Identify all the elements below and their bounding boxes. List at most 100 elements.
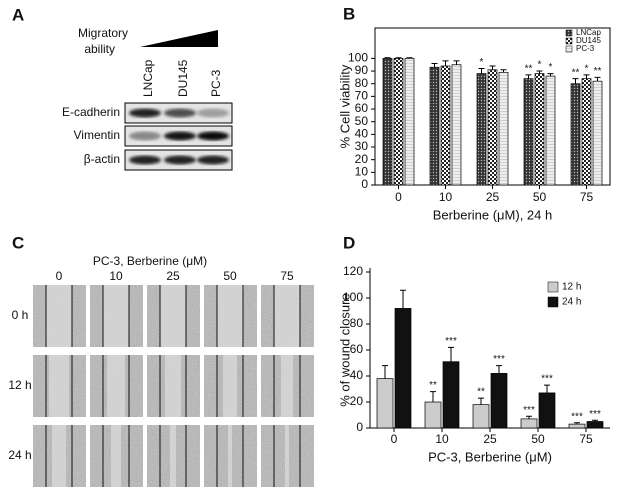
error-bar [525, 74, 532, 79]
wound-gap [46, 285, 72, 347]
x-tick-label: 10 [435, 432, 449, 446]
legend-swatch [565, 45, 573, 53]
y-tick-label: 100 [348, 51, 368, 65]
x-axis-title: PC-3, Berberine (μM) [428, 449, 552, 464]
bar [581, 78, 592, 186]
bar [568, 423, 586, 429]
bar [545, 75, 556, 186]
significance: *** [571, 411, 583, 422]
error-bar [395, 57, 402, 59]
lane-label: LNCap [141, 59, 155, 97]
error-bar [496, 365, 502, 374]
significance: *** [589, 409, 601, 420]
bar [498, 71, 509, 186]
band [197, 108, 229, 118]
error-bar [547, 73, 554, 77]
error-bar [430, 391, 436, 402]
wound-gap [52, 425, 66, 487]
wound-gap [228, 425, 232, 487]
y-tick-label: 80 [355, 76, 369, 90]
y-tick-label: 0 [361, 177, 368, 191]
bar [570, 83, 581, 186]
row-label: 12 h [8, 378, 31, 392]
wound-gap [111, 425, 121, 487]
band [197, 155, 229, 165]
bar [424, 401, 442, 429]
legend-swatch [547, 296, 559, 308]
x-tick-label: 0 [391, 432, 398, 446]
bar [440, 65, 451, 186]
bar [538, 392, 556, 429]
y-tick-label: 80 [350, 316, 364, 330]
bar [592, 80, 603, 186]
y-tick-label: 40 [350, 368, 364, 382]
bar [394, 308, 412, 429]
bar [376, 378, 394, 429]
error-bar [384, 57, 391, 59]
y-tick-label: 10 [355, 165, 369, 179]
error-bar [382, 365, 388, 379]
y-axis-title: % Cell viability [337, 64, 352, 148]
error-bar [478, 68, 485, 74]
significance: *** [493, 354, 505, 365]
legend-swatch [565, 37, 573, 45]
panel-label: B [343, 4, 355, 23]
bar [476, 73, 487, 186]
y-tick-label: 0 [356, 420, 363, 434]
band [164, 155, 196, 165]
error-bar [406, 57, 413, 59]
y-tick-label: 60 [355, 101, 369, 115]
column-label: 50 [223, 269, 237, 283]
y-tick-label: 20 [355, 152, 369, 166]
x-tick-label: 0 [395, 190, 402, 204]
band [129, 155, 161, 165]
row-label: β-actin [84, 152, 120, 166]
x-tick-label: 10 [439, 190, 453, 204]
significance: ** [594, 66, 602, 77]
bar [520, 418, 538, 429]
x-axis-title: Berberine (μM), 24 h [433, 207, 552, 222]
error-bar [594, 76, 601, 82]
x-tick-label: 25 [486, 190, 500, 204]
y-tick-label: 120 [343, 264, 363, 278]
significance: *** [445, 336, 457, 347]
bar [442, 361, 460, 429]
significance: * [538, 60, 542, 71]
legend-label: 24 h [562, 297, 581, 308]
bar [487, 69, 498, 186]
legend-label: LNCap [576, 28, 601, 37]
legend-label: PC-3 [576, 44, 595, 53]
error-bar [400, 289, 406, 309]
x-tick-label: 50 [533, 190, 547, 204]
wound-gap [160, 285, 186, 347]
panel-label: C [12, 233, 24, 252]
error-bar [489, 65, 496, 70]
error-bar [442, 60, 449, 66]
error-bar [526, 415, 532, 419]
lane-label: PC-3 [209, 69, 223, 97]
x-tick-label: 75 [580, 190, 594, 204]
bar [534, 73, 545, 186]
y-tick-label: 20 [350, 394, 364, 408]
error-bar [592, 419, 598, 422]
significance: ** [477, 387, 485, 398]
scratch-title: PC-3, Berberine (μM) [93, 254, 207, 268]
bar [586, 421, 604, 429]
column-label: 0 [56, 269, 63, 283]
lane-label: DU145 [176, 59, 190, 97]
significance: ** [429, 380, 437, 391]
y-tick-label: 70 [355, 89, 369, 103]
wound-gap [170, 425, 176, 487]
error-bar [536, 70, 543, 74]
column-label: 75 [280, 269, 294, 283]
bar [490, 373, 508, 429]
row-label: 0 h [12, 308, 29, 322]
error-bar [448, 346, 454, 362]
error-bar [431, 62, 438, 68]
legend-label: DU145 [576, 36, 601, 45]
band [197, 131, 229, 141]
wound-gap [285, 425, 289, 487]
wound-gap [223, 355, 237, 417]
significance: *** [541, 374, 553, 385]
wound-gap [49, 355, 69, 417]
